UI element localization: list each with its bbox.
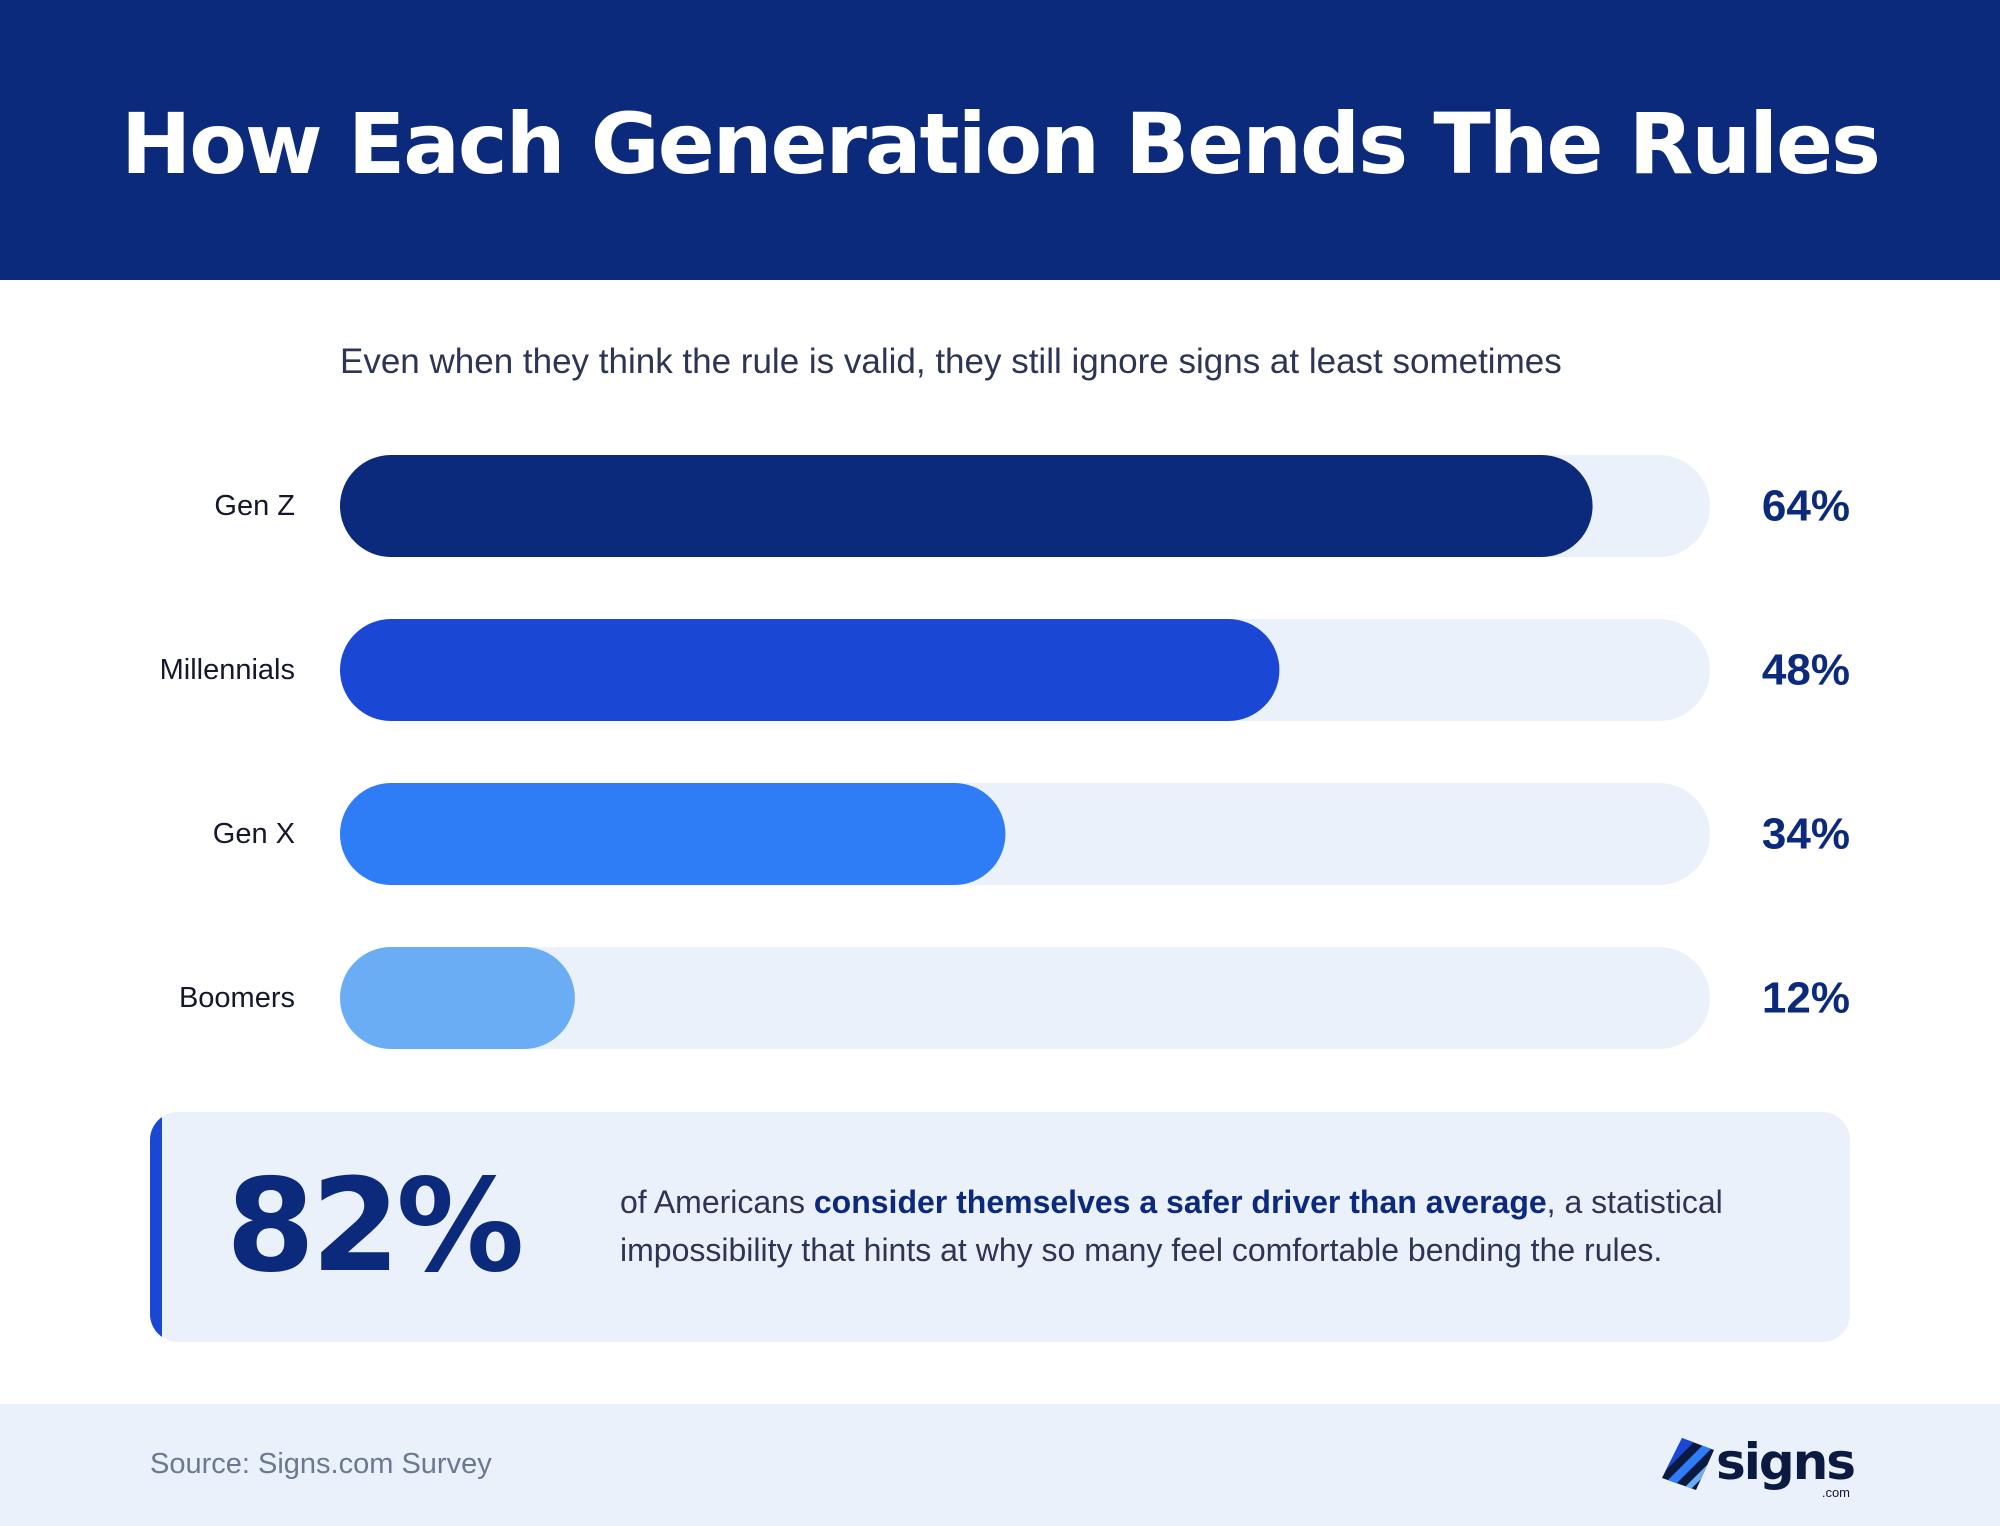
bar-gen-z [340, 455, 1593, 557]
header-banner: How Each Generation Bends The Rules [0, 0, 2000, 280]
chart-subtitle: Even when they think the rule is valid, … [340, 342, 1562, 381]
bar-track-boomers [340, 947, 1710, 1049]
category-label-boomers: Boomers [179, 982, 295, 1014]
source-note: Source: Signs.com Survey [150, 1448, 492, 1480]
callout-text-bold: consider themselves a safer driver than … [813, 1184, 1547, 1220]
callout-text-before: of Americans [620, 1184, 814, 1220]
signs-logo[interactable]: signs .com [1660, 1432, 1856, 1500]
category-label-gen-x: Gen X [213, 818, 295, 850]
category-label-millennials: Millennials [160, 654, 295, 686]
bar-gen-x [340, 783, 1006, 885]
callout-stat: 82% [226, 1152, 524, 1301]
bar-chart: Gen Z 64% Millennials 48% Gen X 34% Boomers 12% [160, 455, 1850, 1049]
callout-accent-bar [150, 1112, 162, 1342]
bar-boomers [340, 947, 575, 1049]
bar-millennials [340, 619, 1280, 721]
stat-callout: 82% of Americans consider themselves a s… [150, 1112, 1850, 1342]
logo-wordmark: signs [1716, 1433, 1856, 1491]
value-label-millennials: 48% [1762, 646, 1850, 695]
striped-diamond-icon [1662, 1438, 1714, 1490]
value-label-gen-x: 34% [1762, 810, 1850, 859]
logo-domain: .com [1821, 1485, 1850, 1500]
callout-text-after: , a statistical impossibility that hints… [620, 1184, 1723, 1268]
value-label-boomers: 12% [1762, 974, 1850, 1023]
page-title: How Each Generation Bends The Rules [121, 95, 1881, 193]
callout-text: of Americans consider themselves a safer… [620, 1178, 1810, 1274]
value-label-gen-z: 64% [1762, 482, 1850, 531]
footer: Source: Signs.com Survey signs .com [0, 1404, 2000, 1526]
category-label-gen-z: Gen Z [214, 490, 295, 522]
